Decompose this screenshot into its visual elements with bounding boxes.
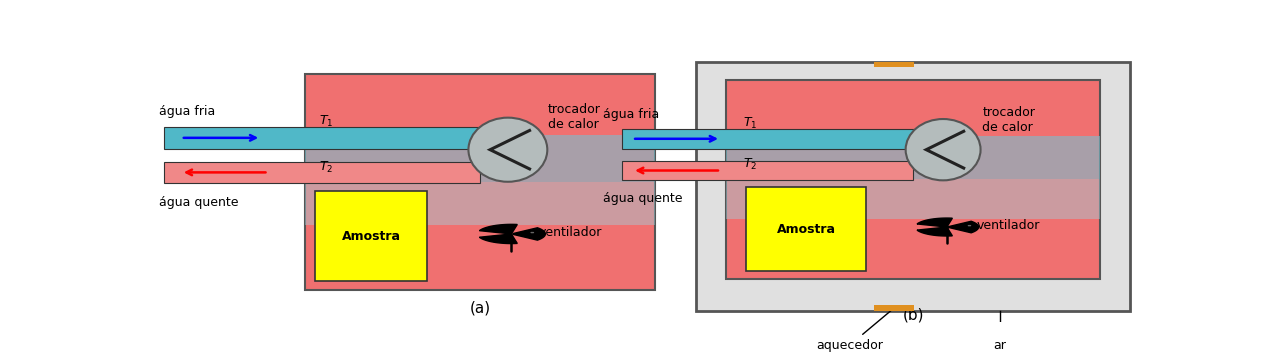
Bar xyxy=(726,80,1100,279)
Bar xyxy=(305,135,655,182)
Text: ar: ar xyxy=(993,339,1006,352)
Polygon shape xyxy=(480,224,518,234)
Text: aquecedor: aquecedor xyxy=(817,310,892,352)
Text: (b): (b) xyxy=(902,308,923,323)
Text: água quente: água quente xyxy=(159,196,239,209)
Text: Amostra: Amostra xyxy=(342,230,401,243)
Bar xyxy=(305,182,655,225)
Text: $T_1$: $T_1$ xyxy=(319,114,333,129)
Text: água quente: água quente xyxy=(603,192,682,205)
Text: $T_1$: $T_1$ xyxy=(743,116,757,131)
Bar xyxy=(622,129,943,149)
Bar xyxy=(747,188,866,271)
Bar xyxy=(726,180,1100,219)
Text: trocador
de calor: trocador de calor xyxy=(548,103,600,131)
Bar xyxy=(305,74,655,290)
Polygon shape xyxy=(480,234,518,244)
Bar xyxy=(874,306,913,311)
Polygon shape xyxy=(917,227,953,236)
Bar xyxy=(726,136,1100,180)
Text: trocador
de calor: trocador de calor xyxy=(982,106,1035,134)
Text: $T_2$: $T_2$ xyxy=(743,157,757,172)
Bar xyxy=(315,191,427,282)
Text: água fria: água fria xyxy=(159,105,215,118)
Text: ventilador: ventilador xyxy=(968,219,1039,232)
Ellipse shape xyxy=(906,119,981,180)
Text: (a): (a) xyxy=(469,301,491,316)
Polygon shape xyxy=(513,228,546,240)
Polygon shape xyxy=(949,221,978,233)
Text: $T_2$: $T_2$ xyxy=(319,159,333,174)
Bar xyxy=(164,161,480,183)
Text: água fria: água fria xyxy=(603,108,659,121)
Text: Amostra: Amostra xyxy=(777,223,836,236)
Bar xyxy=(874,62,913,67)
Polygon shape xyxy=(917,218,953,227)
Text: ventilador: ventilador xyxy=(532,226,603,239)
Bar xyxy=(622,161,913,180)
Ellipse shape xyxy=(468,118,547,182)
Bar xyxy=(164,127,508,149)
Bar xyxy=(696,62,1130,311)
